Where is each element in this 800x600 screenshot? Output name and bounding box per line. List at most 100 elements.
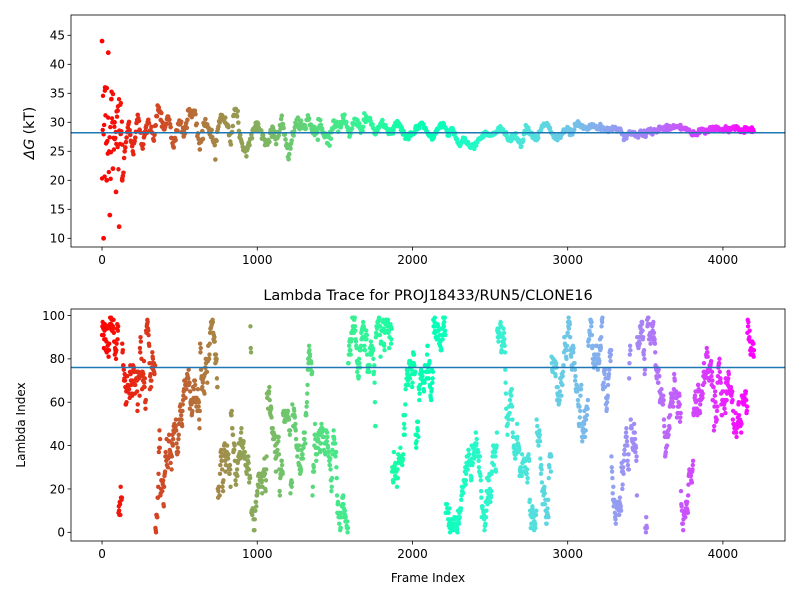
delta-g-frame <box>70 14 786 248</box>
delta-g-point <box>260 133 266 138</box>
lambda-point <box>623 430 629 435</box>
delta-g-point <box>289 138 295 143</box>
lambda-point <box>367 369 372 375</box>
lambda-point <box>424 352 430 357</box>
delta-g-point <box>104 177 110 183</box>
lambda-point <box>474 436 479 442</box>
lambda-point <box>535 423 540 429</box>
lambda-point <box>704 345 709 351</box>
lambda-point <box>426 369 432 375</box>
lambda-point <box>252 527 257 533</box>
lambda-point <box>191 387 197 392</box>
lambda-point <box>353 328 358 333</box>
lambda-point <box>539 467 544 472</box>
lambda-point <box>618 504 623 509</box>
lambda-point <box>138 350 143 355</box>
delta-g-point <box>200 136 206 142</box>
lambda-point <box>238 430 244 435</box>
lambda-point <box>476 465 482 470</box>
lambda-point <box>747 328 752 333</box>
delta-g-point <box>317 117 323 123</box>
lambda-point <box>611 484 616 489</box>
lambda-point <box>730 417 736 422</box>
lambda-point <box>537 439 543 444</box>
lambda-x-ticks: 0 1000 2000 3000 4000 <box>98 541 738 561</box>
lambda-point <box>120 347 126 353</box>
lambda-point <box>206 356 212 362</box>
delta-g-point <box>108 176 113 182</box>
lambda-point <box>646 315 651 320</box>
lambda-point <box>631 421 637 427</box>
delta-g-point <box>113 135 118 141</box>
lambda-point <box>566 315 571 320</box>
lambda-point <box>546 514 551 520</box>
lambda-point <box>416 434 421 440</box>
lambda-point <box>391 449 397 455</box>
lambda-point <box>240 445 246 450</box>
lambda-point <box>417 391 422 396</box>
lambda-point <box>579 382 584 388</box>
lambda-point <box>566 326 572 331</box>
lambda-point <box>232 447 237 453</box>
lambda-point <box>693 400 699 405</box>
lambda-point <box>187 380 192 385</box>
lambda-point <box>269 406 274 411</box>
lambda-point <box>482 527 487 533</box>
lambda-point <box>212 339 217 344</box>
lambda-point <box>721 389 726 394</box>
lambda-point <box>402 413 408 418</box>
delta-g-point <box>107 135 112 140</box>
delta-g-y-axis-label: ΔG (kT) <box>22 107 38 160</box>
delta-g-point <box>213 157 218 162</box>
lambda-point <box>427 358 432 364</box>
lambda-point <box>292 415 298 420</box>
delta-g-point <box>295 115 301 120</box>
lambda-point <box>192 382 198 388</box>
delta-g-point <box>140 146 146 151</box>
lambda-point <box>309 361 314 366</box>
lambda-point <box>367 363 372 368</box>
lambda-point <box>466 447 471 453</box>
lambda-point <box>357 361 362 366</box>
lambda-point <box>371 369 377 375</box>
delta-g-point <box>239 141 245 146</box>
lambda-point <box>186 367 191 372</box>
lambda-point <box>235 473 240 479</box>
delta-g-point <box>173 137 178 143</box>
lambda-point <box>377 332 383 338</box>
lambda-point <box>314 458 319 463</box>
lambda-point <box>476 449 481 455</box>
delta-g-point <box>315 137 321 143</box>
delta-g-point <box>105 115 111 120</box>
lambda-point <box>147 343 152 349</box>
delta-g-point <box>368 118 373 124</box>
lambda-point <box>519 452 525 457</box>
x-tick-label: 3000 <box>552 547 583 561</box>
lambda-point <box>115 324 121 329</box>
lambda-point <box>542 491 547 496</box>
lambda-point <box>643 530 649 535</box>
lambda-point <box>476 458 481 463</box>
y-tick-label: 0 <box>57 526 65 540</box>
lambda-point <box>135 408 140 414</box>
lambda-point <box>571 345 576 351</box>
lambda-point <box>217 471 223 476</box>
lambda-point <box>744 408 750 414</box>
lambda-point <box>293 428 298 433</box>
lambda-point <box>525 475 530 481</box>
delta-g-point <box>116 167 121 172</box>
lambda-point <box>280 471 285 476</box>
lambda-point <box>420 374 425 379</box>
delta-g-y-ticks: 10 15 20 25 30 35 40 45 <box>50 29 71 246</box>
lambda-point <box>685 499 690 505</box>
lambda-point <box>146 328 151 333</box>
lambda-point <box>583 428 588 433</box>
lambda-point <box>355 369 360 375</box>
delta-g-point <box>360 124 366 130</box>
lambda-point <box>414 445 419 450</box>
lambda-point <box>573 374 578 379</box>
lambda-point <box>254 504 259 509</box>
delta-g-point <box>171 145 177 150</box>
lambda-point <box>248 345 253 351</box>
lambda-point <box>502 337 507 342</box>
